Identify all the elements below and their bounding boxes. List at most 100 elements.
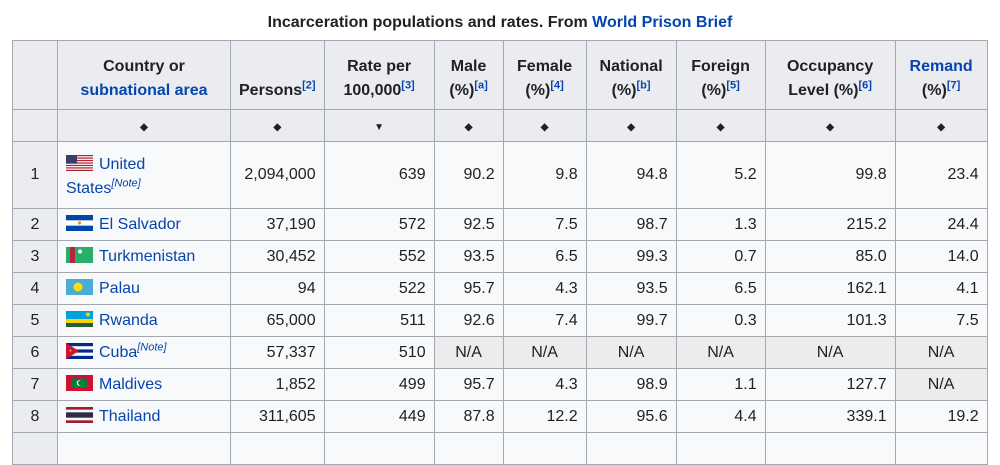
foreign-cell: 1.3	[675, 208, 766, 241]
rate-cell: 639	[323, 141, 435, 209]
empty-cell	[764, 432, 896, 465]
sort-country-button[interactable]: ◆	[57, 109, 231, 142]
empty-cell	[230, 432, 325, 465]
remand-cell: 23.4	[894, 141, 988, 209]
sort-icon: ◆	[464, 121, 473, 133]
rank-cell: 6	[12, 336, 58, 369]
remand-cell: 4.1	[894, 272, 988, 305]
country-link[interactable]: Rwanda	[99, 312, 158, 329]
foreign-cell: 1.1	[675, 368, 766, 401]
country-header-line1: Country or	[103, 58, 185, 75]
empty-cell	[675, 432, 766, 465]
sort-rate-button[interactable]: ▼	[323, 109, 435, 142]
sort-icon: ◆	[627, 121, 635, 133]
national-header: National (%)[b]	[585, 40, 677, 110]
remand-cell: 7.5	[894, 304, 988, 337]
rate-cell: 552	[323, 240, 435, 273]
male-cell: 93.5	[433, 240, 504, 273]
rate-cell: 449	[323, 400, 435, 433]
sort-national-button[interactable]: ◆	[585, 109, 677, 142]
occupancy-cell: 127.7	[764, 368, 896, 401]
sort-remand-button[interactable]: ◆	[894, 109, 988, 142]
male-cell: 90.2	[433, 141, 504, 209]
rate-ref-link[interactable]: [3]	[401, 79, 415, 92]
occupancy-ref-link[interactable]: [6]	[858, 79, 872, 92]
male-ref-link[interactable]: [a]	[474, 79, 488, 92]
female-header-line2: (%)	[525, 82, 551, 99]
sort-persons-button[interactable]: ◆	[230, 109, 325, 142]
world-prison-brief-link[interactable]: World Prison Brief	[592, 14, 733, 31]
foreign-header: Foreign (%)[5]	[675, 40, 766, 110]
female-cell: 7.4	[502, 304, 587, 337]
female-cell: 4.3	[502, 272, 587, 305]
note-link[interactable]: [Note]	[137, 341, 167, 354]
foreign-cell: 6.5	[675, 272, 766, 305]
sort-icon: ◆	[716, 121, 725, 133]
table-row	[12, 432, 988, 465]
country-link[interactable]: Turkmenistan	[99, 248, 196, 265]
persons-cell: 311,605	[230, 400, 325, 433]
male-cell: 95.7	[433, 368, 504, 401]
female-cell: 9.8	[502, 141, 587, 209]
rank-cell: 1	[12, 141, 58, 209]
persons-cell: 65,000	[230, 304, 325, 337]
occupancy-header: Occupancy Level (%)[6]	[764, 40, 896, 110]
occupancy-cell: 101.3	[764, 304, 896, 337]
foreign-cell: 0.7	[675, 240, 766, 273]
female-ref-link[interactable]: [4]	[550, 79, 564, 92]
female-cell: 12.2	[502, 400, 587, 433]
country-link[interactable]: Maldives	[99, 376, 163, 393]
table-row: 7 Maldives 1,852 499 95.7 4.3 98.9 1.1 127.7 N/A	[12, 368, 988, 401]
sort-icon: ◆	[540, 121, 549, 133]
rate-cell: 510	[323, 336, 435, 369]
national-ref-link[interactable]: [b]	[636, 79, 651, 92]
flag-th-icon	[66, 407, 93, 423]
country-link[interactable]: United States	[66, 156, 146, 197]
female-cell: 7.5	[502, 208, 587, 241]
persons-ref-link[interactable]: [2]	[302, 79, 316, 92]
country-header: Country or subnational area	[57, 40, 231, 110]
table-row: 6 Cuba[Note] 57,337 510 N/A N/A N/A N/A N/A N/A	[12, 336, 988, 369]
female-cell: 6.5	[502, 240, 587, 273]
sort-icon: ◆	[273, 121, 282, 133]
persons-cell: 94	[230, 272, 325, 305]
persons-cell: 30,452	[230, 240, 325, 273]
empty-cell	[323, 432, 435, 465]
subnational-area-link[interactable]: subnational area	[80, 82, 208, 99]
sort-female-button[interactable]: ◆	[502, 109, 587, 142]
country-cell: Rwanda	[57, 304, 231, 337]
persons-header: Persons[2]	[230, 40, 325, 110]
country-cell: Turkmenistan	[57, 240, 231, 273]
sort-male-button[interactable]: ◆	[433, 109, 504, 142]
table-caption: Incarceration populations and rates. Fro…	[0, 14, 1000, 32]
country-cell: Thailand	[57, 400, 231, 433]
male-header-line1: Male	[450, 58, 487, 75]
empty-cell	[894, 432, 988, 465]
country-cell: Cuba[Note]	[57, 336, 231, 369]
country-link[interactable]: El Salvador	[99, 216, 181, 233]
rate-cell: 499	[323, 368, 435, 401]
country-link[interactable]: Palau	[99, 280, 140, 297]
table-row: 8 Thailand 311,605 449 87.8 12.2 95.6 4.4 339.1 1…	[12, 400, 988, 433]
sort-icon: ◆	[826, 121, 834, 133]
sort-occupancy-button[interactable]: ◆	[764, 109, 896, 142]
country-link[interactable]: Thailand	[99, 408, 161, 425]
occupancy-cell: N/A	[764, 336, 896, 369]
remand-ref-link[interactable]: [7]	[946, 79, 961, 92]
empty-cell	[57, 432, 231, 465]
country-link[interactable]: Cuba	[99, 344, 138, 361]
foreign-ref-link[interactable]: [5]	[726, 79, 740, 92]
empty-cell	[12, 432, 58, 465]
rank-sort-cell	[12, 109, 58, 142]
remand-cell: 14.0	[894, 240, 988, 273]
note-link[interactable]: [Note]	[111, 177, 141, 190]
rank-cell: 3	[12, 240, 58, 273]
male-cell: 92.5	[433, 208, 504, 241]
remand-cell: 19.2	[894, 400, 988, 433]
foreign-cell: N/A	[675, 336, 766, 369]
rate-header: Rate per 100,000[3]	[323, 40, 435, 110]
remand-cell: N/A	[894, 336, 988, 369]
remand-link[interactable]: Remand	[909, 58, 973, 75]
rank-cell: 2	[12, 208, 58, 241]
sort-foreign-button[interactable]: ◆	[675, 109, 766, 142]
